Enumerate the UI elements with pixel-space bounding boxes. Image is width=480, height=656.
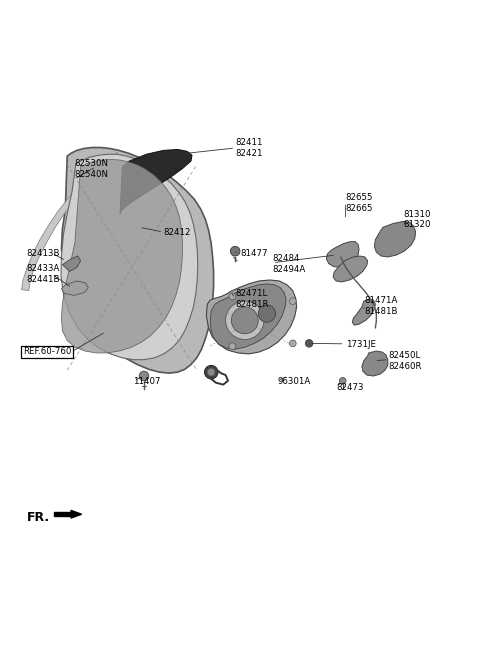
Polygon shape <box>61 281 88 295</box>
Circle shape <box>207 368 215 376</box>
Text: 82413B: 82413B <box>26 249 60 258</box>
Text: 11407: 11407 <box>133 377 161 386</box>
Text: 82411
82421: 82411 82421 <box>235 138 263 158</box>
Polygon shape <box>22 152 117 291</box>
Polygon shape <box>54 512 72 516</box>
Text: FR.: FR. <box>26 511 49 524</box>
Text: 1731JE: 1731JE <box>346 340 375 349</box>
Circle shape <box>229 293 236 300</box>
Polygon shape <box>362 351 388 376</box>
Circle shape <box>204 365 218 379</box>
Text: 96301A: 96301A <box>277 377 311 386</box>
Circle shape <box>226 301 264 340</box>
Text: 82530N
82540N: 82530N 82540N <box>74 159 108 178</box>
Text: REF.60-760: REF.60-760 <box>23 348 72 356</box>
Text: 82450L
82460R: 82450L 82460R <box>389 351 422 371</box>
Polygon shape <box>333 256 368 282</box>
Circle shape <box>258 305 276 322</box>
Polygon shape <box>71 510 82 518</box>
Polygon shape <box>352 299 375 325</box>
Circle shape <box>305 340 313 347</box>
Circle shape <box>229 343 236 350</box>
Text: 81310
81320: 81310 81320 <box>403 210 431 230</box>
Polygon shape <box>206 280 297 354</box>
Polygon shape <box>374 222 416 257</box>
Circle shape <box>339 377 346 384</box>
Text: 82412: 82412 <box>163 228 191 237</box>
Text: 81471A
81481B: 81471A 81481B <box>365 296 398 316</box>
Text: 82655
82665: 82655 82665 <box>346 194 373 213</box>
Text: 82473: 82473 <box>336 383 363 392</box>
Circle shape <box>139 371 149 380</box>
Circle shape <box>230 247 240 256</box>
Polygon shape <box>210 284 286 349</box>
Circle shape <box>231 307 258 334</box>
Circle shape <box>289 340 296 347</box>
Polygon shape <box>120 150 192 214</box>
Polygon shape <box>61 148 214 373</box>
Circle shape <box>289 298 296 304</box>
Polygon shape <box>326 241 359 268</box>
Text: 82484
82494A: 82484 82494A <box>273 254 306 274</box>
Polygon shape <box>61 159 182 353</box>
Text: 82433A
82441B: 82433A 82441B <box>26 264 60 284</box>
Polygon shape <box>62 256 81 272</box>
Polygon shape <box>61 154 198 359</box>
Text: 82471L
82481R: 82471L 82481R <box>235 289 269 309</box>
Text: 81477: 81477 <box>240 249 267 258</box>
